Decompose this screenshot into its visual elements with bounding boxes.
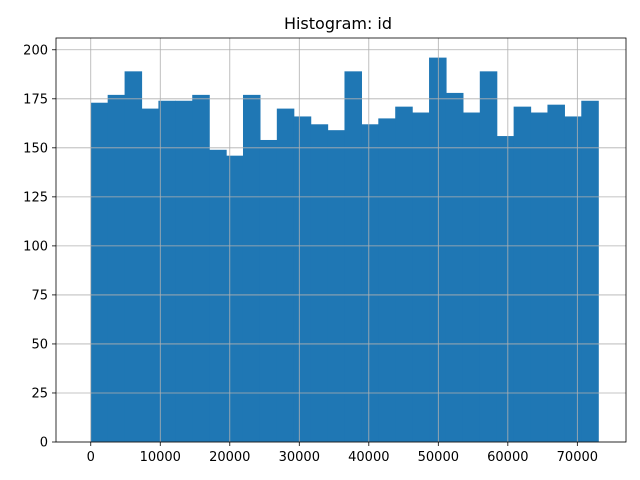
histogram-bar bbox=[327, 130, 346, 443]
histogram-bar bbox=[412, 112, 430, 443]
histogram-bar bbox=[192, 94, 210, 443]
histogram-bar bbox=[547, 104, 565, 442]
y-tick-label: 75 bbox=[31, 288, 48, 303]
histogram-bar bbox=[209, 149, 227, 442]
y-tick-label: 175 bbox=[23, 92, 48, 107]
x-tick-label: 30000 bbox=[279, 450, 320, 465]
x-tick-label: 70000 bbox=[557, 450, 598, 465]
histogram-bar bbox=[530, 112, 549, 443]
histogram-bar bbox=[462, 112, 481, 443]
histogram-bar bbox=[158, 100, 176, 443]
x-tick-label: 20000 bbox=[209, 450, 250, 465]
y-tick-label: 100 bbox=[23, 239, 48, 254]
x-axis-ticks: 0 10000 20000 30000 40000 50000 60000 70000 bbox=[87, 442, 598, 465]
plot-frame bbox=[55, 37, 627, 443]
y-tick-label: 150 bbox=[23, 141, 48, 156]
histogram-bar bbox=[293, 116, 312, 443]
x-tick-label: 50000 bbox=[418, 450, 459, 465]
y-tick-label: 125 bbox=[23, 190, 48, 205]
histogram-bar bbox=[479, 71, 498, 442]
y-tick-label: 50 bbox=[31, 337, 48, 352]
grid-group bbox=[56, 38, 626, 443]
histogram-bar bbox=[395, 106, 413, 442]
histogram-bar bbox=[445, 92, 464, 442]
x-tick-label: 60000 bbox=[487, 450, 528, 465]
histogram-bar bbox=[242, 94, 261, 443]
histogram-bar bbox=[175, 100, 193, 443]
chart-title: Histogram: id bbox=[284, 14, 392, 33]
histogram-bar bbox=[310, 124, 329, 442]
histogram-bar bbox=[429, 57, 447, 443]
y-tick-label: 0 bbox=[40, 436, 48, 451]
histogram-bar bbox=[276, 108, 295, 443]
x-tick-label: 40000 bbox=[348, 450, 389, 465]
histogram-bar bbox=[90, 102, 109, 442]
y-axis-ticks: 0 25 50 75 100 125 150 175 200 bbox=[23, 43, 56, 451]
histogram-bar bbox=[361, 124, 379, 442]
y-tick-label: 25 bbox=[31, 386, 48, 401]
histogram-bar bbox=[107, 94, 126, 443]
histogram-bar bbox=[226, 155, 244, 442]
histogram-bar bbox=[141, 108, 160, 443]
histogram-bar bbox=[496, 136, 515, 442]
histogram-bar bbox=[344, 71, 362, 442]
histogram-bar bbox=[513, 106, 532, 442]
histogram-bar bbox=[581, 100, 599, 443]
bars-group bbox=[90, 57, 599, 443]
axes-group bbox=[55, 37, 627, 443]
x-tick-label: 0 bbox=[87, 450, 95, 465]
histogram-bar bbox=[124, 71, 143, 442]
y-tick-label: 200 bbox=[23, 43, 48, 58]
histogram-bar bbox=[259, 139, 278, 442]
x-tick-label: 10000 bbox=[140, 450, 181, 465]
histogram-bar bbox=[378, 118, 396, 442]
